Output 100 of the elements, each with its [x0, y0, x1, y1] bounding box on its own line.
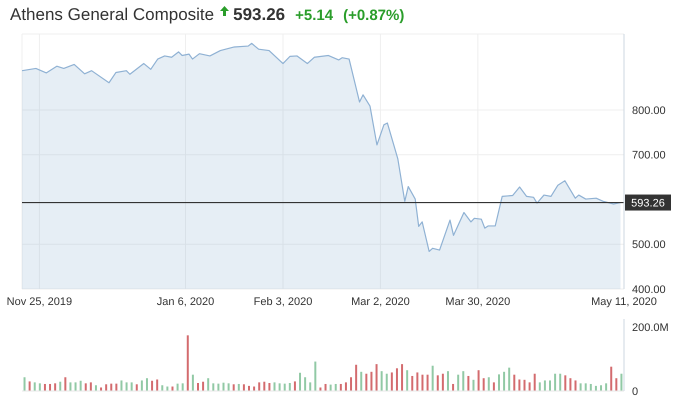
bar: [559, 374, 562, 391]
bar: [334, 384, 337, 391]
bar: [549, 380, 552, 391]
bar: [544, 380, 546, 391]
bar: [202, 382, 204, 391]
bar: [426, 374, 429, 391]
bar: [74, 382, 77, 391]
bar: [34, 382, 36, 391]
bar: [84, 383, 87, 391]
bar: [620, 374, 622, 391]
x-tick-label: May 11, 2020: [591, 296, 657, 308]
bar: [401, 364, 404, 391]
text: 593.26: [233, 5, 286, 25]
bar: [370, 372, 372, 391]
bar: [222, 382, 224, 391]
bar: [44, 384, 46, 391]
bar: [140, 380, 143, 391]
bar: [284, 384, 286, 391]
bar: [130, 382, 133, 391]
bar: [110, 384, 112, 391]
bar: [411, 376, 414, 391]
x-tick-label: Feb 3, 2020: [254, 296, 312, 308]
bar: [288, 383, 291, 391]
x-tick-label: Jan 6, 2020: [156, 296, 214, 308]
bar: [64, 377, 66, 391]
bar: [376, 364, 378, 391]
bar: [294, 381, 296, 391]
bar: [80, 380, 82, 391]
bar: [120, 380, 122, 391]
bar: [176, 384, 179, 391]
bar: [534, 374, 536, 391]
bar: [24, 377, 26, 391]
x-tick-label: Mar 30, 2020: [445, 296, 510, 308]
x-tick-label: Mar 2, 2020: [351, 296, 410, 308]
bar: [207, 378, 210, 391]
bar: [605, 383, 608, 391]
bar: [360, 372, 362, 391]
bar: [396, 368, 398, 391]
bar: [28, 381, 31, 391]
bar: [569, 378, 572, 391]
bar: [446, 371, 449, 391]
bar: [416, 372, 418, 391]
bar: [94, 385, 97, 391]
bar: [38, 383, 41, 391]
bar: [386, 374, 388, 391]
bar: [69, 382, 72, 391]
bar: [192, 374, 194, 391]
bar: [309, 382, 312, 391]
bar: [518, 379, 520, 391]
bar: [330, 384, 332, 391]
bar: [508, 368, 510, 391]
bar: [365, 374, 368, 391]
bar: [436, 375, 439, 391]
bar: [263, 382, 266, 391]
bar: [115, 384, 118, 391]
bar: [278, 383, 281, 391]
y-tick-label: 0: [632, 386, 638, 398]
bar: [161, 385, 164, 391]
bar: [406, 370, 408, 391]
bar: [314, 362, 316, 391]
bar: [498, 374, 500, 391]
bar: [513, 374, 516, 391]
bar: [432, 366, 434, 391]
bar: [324, 384, 327, 391]
bar: [212, 383, 214, 391]
bar: [90, 382, 92, 391]
bar: [258, 382, 260, 391]
bar: [580, 383, 582, 391]
bar: [457, 374, 460, 391]
bar: [390, 372, 393, 391]
bar: [59, 382, 62, 391]
bar: [49, 384, 52, 391]
bar: [467, 376, 470, 391]
bar: [350, 377, 352, 391]
bar: [268, 383, 270, 391]
ref-line-label: 593.26: [631, 198, 665, 210]
bar: [528, 382, 531, 391]
chart-title: Athens General Composite: [10, 5, 214, 25]
bar: [196, 383, 199, 391]
bar: [228, 383, 230, 391]
bar: [452, 384, 454, 391]
y-tick-label: 200.0M: [632, 322, 669, 334]
bar: [615, 378, 618, 391]
x-tick-label: Nov 25, 2019: [6, 296, 72, 308]
bar: [156, 379, 158, 391]
bar: [564, 375, 566, 391]
bar: [380, 371, 383, 391]
bar: [186, 335, 189, 391]
text: +5.14: [295, 6, 334, 24]
bar: [584, 383, 587, 391]
bar: [478, 370, 480, 391]
y-tick-label: 400.00: [632, 284, 666, 296]
bar: [462, 371, 464, 391]
y-tick-label: 700.00: [632, 150, 666, 162]
bar: [482, 378, 485, 391]
bar: [304, 377, 306, 391]
bar: [538, 382, 541, 391]
bar: [182, 383, 184, 391]
bar: [146, 378, 148, 391]
bar: [217, 384, 220, 391]
